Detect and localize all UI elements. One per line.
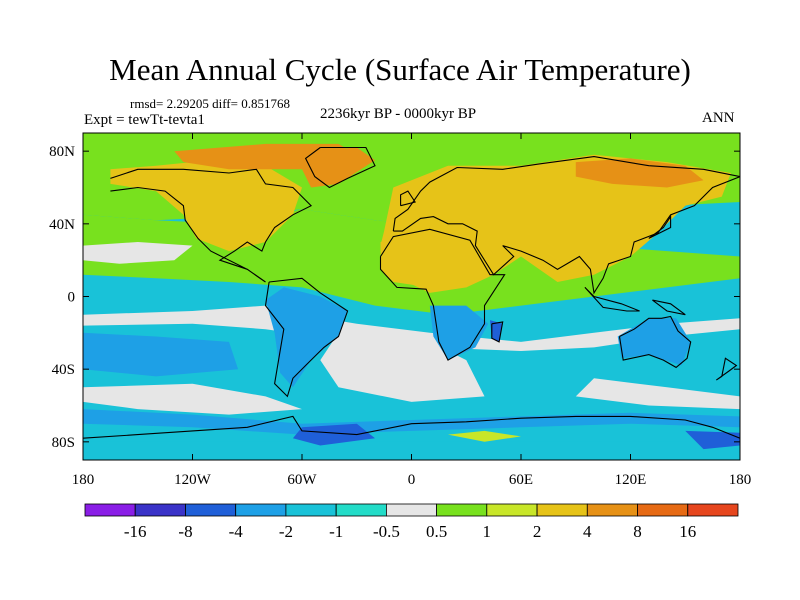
africa-coast [379,228,506,361]
colorbar-swatch [335,503,387,517]
colorbar-swatch [134,503,186,517]
new-guinea-coast [652,299,686,316]
antarctica-coast [83,415,740,439]
south-america-coast [264,277,349,398]
greenland-coast [304,146,376,189]
japan-coast [648,214,672,239]
region-pacific-cool-south [83,332,239,377]
period-label: 2236kyr BP - 0000kyr BP [320,106,477,122]
temperature-field [83,133,740,460]
region-equatorial-neutral [83,305,740,351]
region-australia-cool [617,318,691,366]
region-southern-africa-cool [429,305,489,361]
colorbar-label: -8 [178,522,192,541]
axes: 180 120W 60W 0 60E 120E 180 80N 40N 0 40S 80S [49,133,751,488]
colorbar-swatch [436,503,488,517]
colorbar-swatch [84,503,136,517]
y-tick-label: 80N [49,144,75,160]
region-greenland-hot [302,147,375,188]
region-pacific-neutral-north [83,242,193,264]
region-indian-ocean-neutral [575,378,740,410]
colorbar-swatch [486,503,538,517]
colorbar-label: -1 [329,522,343,541]
colorbar-label: -0.5 [373,522,400,541]
colorbar-swatch [536,503,588,517]
stats-text: rmsd= 2.29205 diff= 0.851768 [130,96,290,111]
north-america-coast [110,168,313,283]
region-weddell-cool [292,423,375,446]
colorbar-swatch [235,503,287,517]
y-tick-label: 0 [68,290,76,306]
region-southern-ocean-cool [83,409,740,435]
eurasia-coast [392,156,740,295]
colorbar-label: 8 [633,522,642,541]
colorbar-label: 0.5 [426,522,447,541]
colorbar-label: -4 [229,522,244,541]
coastlines [83,146,740,439]
uk-coast [400,190,416,207]
region-antarctica [83,441,740,460]
x-tick-label: 120E [615,472,647,488]
region-africa-sahara-warm [380,232,494,288]
experiment-label: Expt = tewTt-tevta1 [84,112,205,128]
region-ross-cool [685,430,740,450]
colorbar-label: -16 [124,522,147,541]
madagascar-coast [491,321,504,343]
y-tick-label: 40N [49,217,75,233]
australia-coast [618,315,692,369]
indonesia-coast [584,287,640,312]
x-tick-label: 60W [287,472,317,488]
chart-title: Mean Annual Cycle (Surface Air Temperatu… [109,52,691,87]
colorbar-swatch [637,503,689,517]
x-tick-label: 180 [72,472,95,488]
colorbar-label: 4 [583,522,592,541]
colorbar-label: 2 [533,522,542,541]
colorbar: -16 -8 -4 -2 -1 -0.5 0.5 1 2 4 8 16 [84,503,739,541]
colorbar-swatch [687,503,739,517]
x-tick-label: 0 [408,472,416,488]
region-north-america-warm [110,160,303,252]
colorbar-swatch [285,503,337,517]
x-tick-label: 120W [174,472,212,488]
new-zealand-coast [715,357,738,381]
colorbar-label: -2 [279,522,293,541]
y-tick-label: 40S [52,362,75,378]
colorbar-swatch [385,503,437,517]
colorbar-label: 1 [483,522,492,541]
season-label: ANN [702,110,735,126]
colorbar-swatch [185,503,237,517]
region-southern-pacific-neutral [83,383,302,415]
x-tick-label: 180 [729,472,752,488]
y-tick-label: 80S [52,435,75,451]
colorbar-swatch [586,503,638,517]
region-siberia-hot [575,158,704,188]
x-tick-label: 60E [509,472,533,488]
colorbar-label: 16 [679,522,696,541]
region-antarctica-warm-patches [448,430,521,442]
region-south-america-cool [265,287,348,388]
